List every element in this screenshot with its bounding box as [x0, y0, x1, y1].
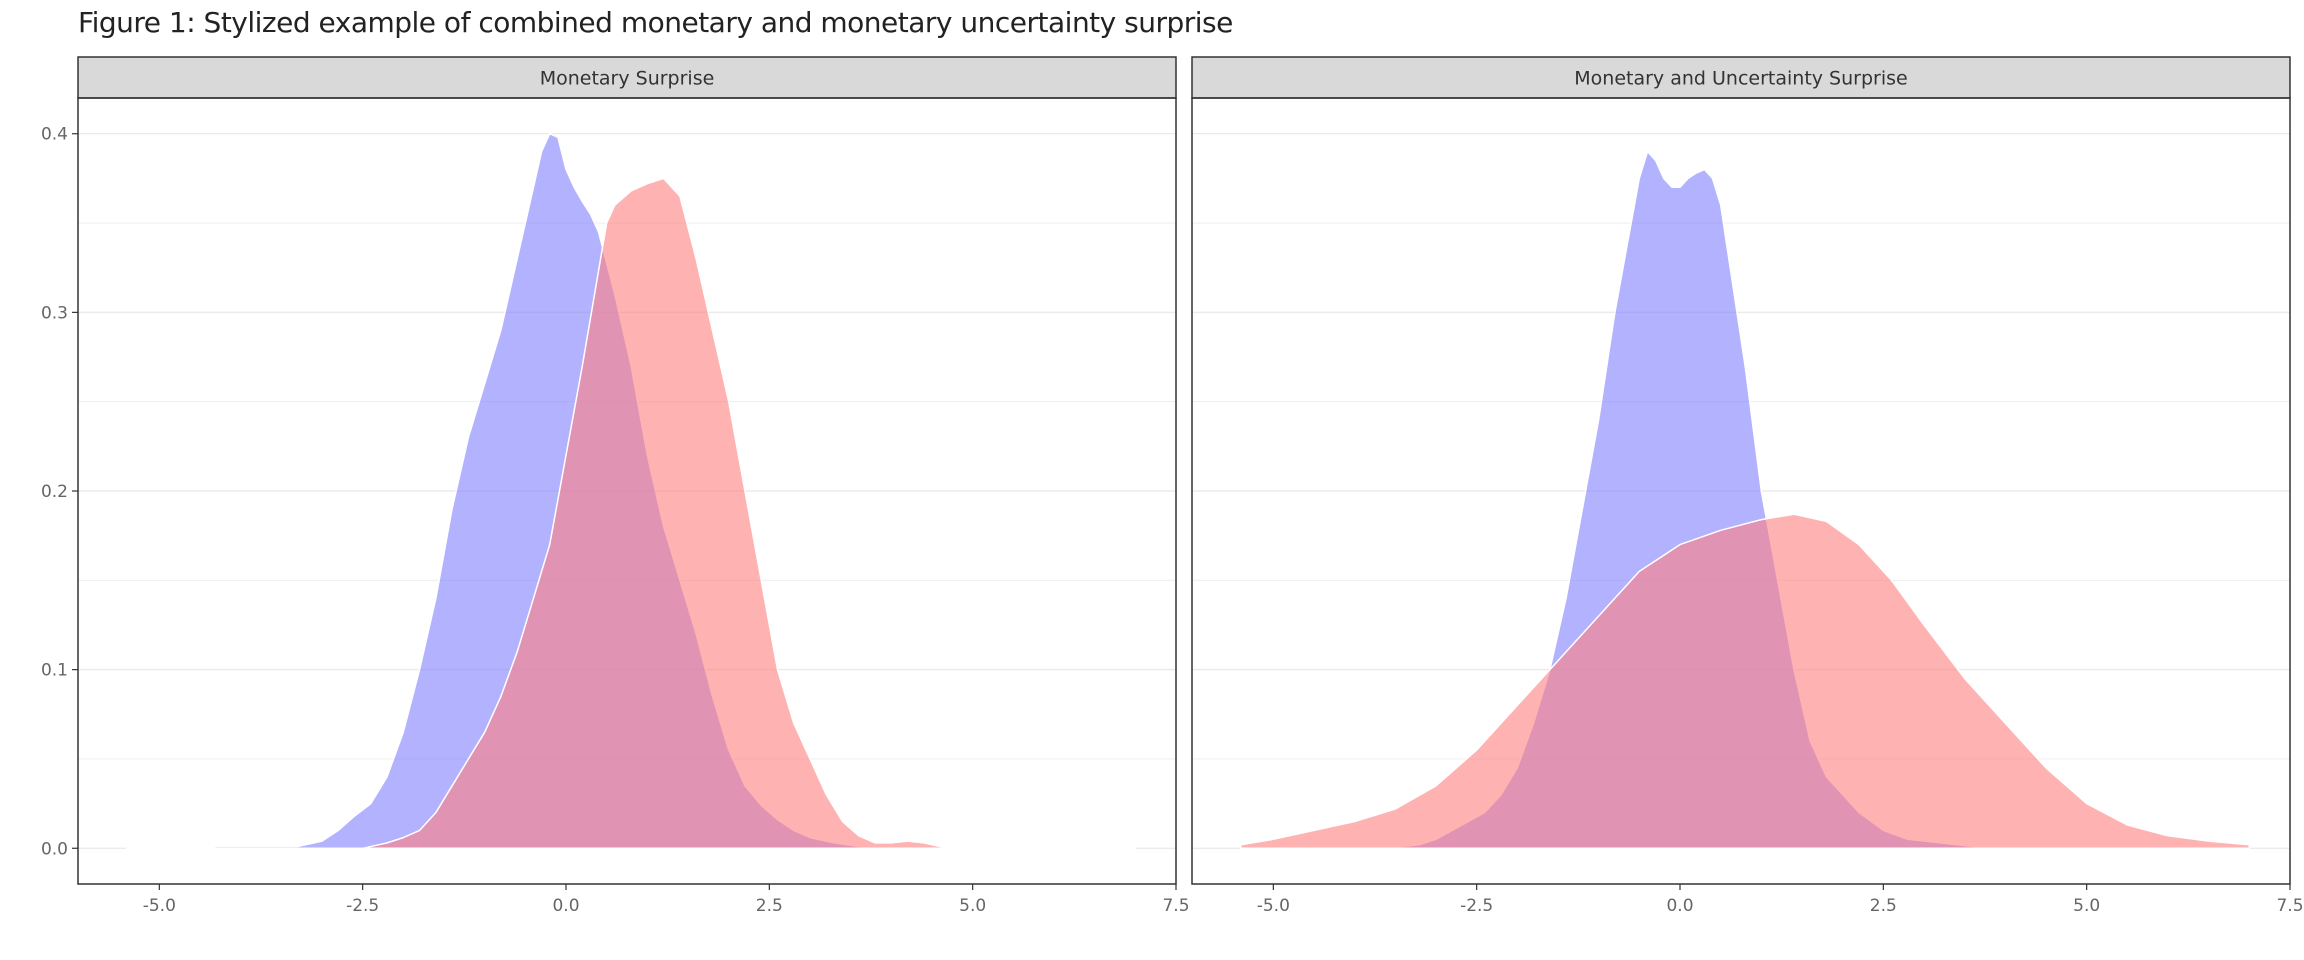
panel-strip — [1191, 56, 2291, 99]
panel-strip — [77, 56, 1177, 99]
panel-title: Monetary and Uncertainty Surprise — [1574, 68, 1907, 90]
y-tick-label: 0.0 — [41, 839, 68, 859]
density-area-2 — [361, 177, 958, 850]
x-tick-label: -5.0 — [1257, 896, 1290, 916]
x-tick-label: 2.5 — [756, 896, 783, 916]
y-tick-label: 0.3 — [41, 303, 68, 323]
density-area-2 — [1240, 513, 2251, 850]
x-tick-label: 2.5 — [1870, 896, 1897, 916]
y-tick-label: 0.4 — [41, 125, 68, 145]
x-tick-label: 0.0 — [1666, 896, 1693, 916]
x-tick-label: -2.5 — [346, 896, 379, 916]
panel-1: Monetary Surprise -5.0 -2.5 0.0 2.5 5.0 7.5 0.0… — [41, 56, 1190, 916]
x-tick-label: 7.5 — [2276, 896, 2303, 916]
panel-border — [1191, 97, 2291, 885]
panel-title: Monetary Surprise — [540, 68, 715, 90]
x-tick-label: 5.0 — [959, 896, 986, 916]
panel-2: Monetary and Uncertainty Surprise -5.0 -2.… — [1191, 56, 2304, 916]
x-tick-label: 0.0 — [552, 896, 579, 916]
y-tick-label: 0.2 — [41, 482, 68, 502]
x-tick-label: 5.0 — [2073, 896, 2100, 916]
figure-title: Figure 1: Stylized example of combined m… — [78, 6, 1233, 39]
x-tick-label: -5.0 — [143, 896, 176, 916]
x-tick-label: 7.5 — [1162, 896, 1189, 916]
x-tick-label: -2.5 — [1460, 896, 1493, 916]
y-tick-label: 0.1 — [41, 661, 68, 681]
